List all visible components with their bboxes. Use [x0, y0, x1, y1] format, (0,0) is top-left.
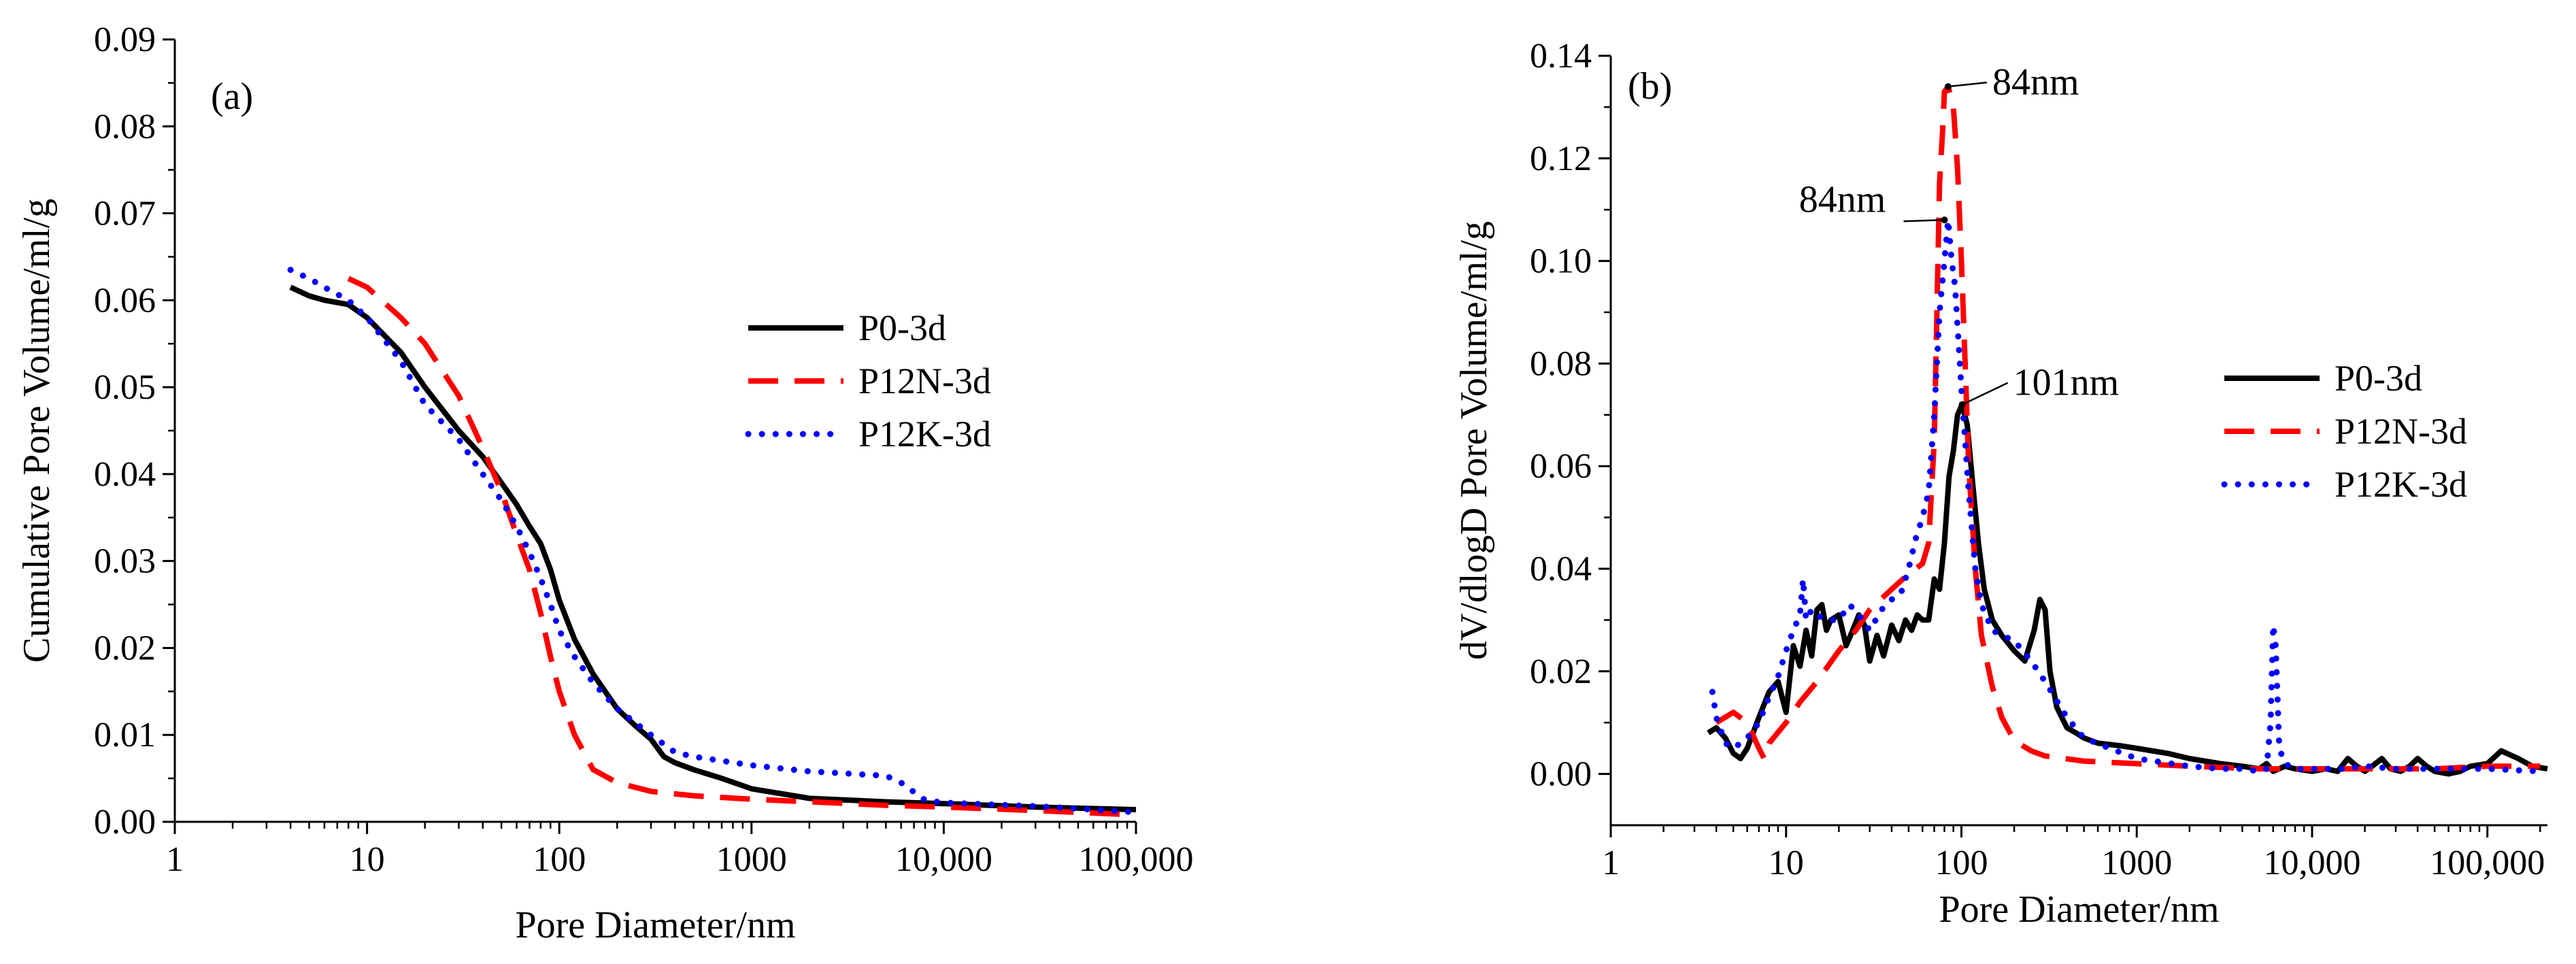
annotation-label: 101nm [2013, 362, 2120, 404]
legend-label: P12N-3d [858, 361, 991, 401]
legend: P0-3d P12N-3d P12K-3d [745, 308, 991, 454]
y-tick-label: 0.14 [1530, 37, 1592, 76]
x-tick-label: 100,000 [1079, 840, 1194, 879]
y-tick-label: 0.05 [94, 368, 156, 407]
x-tick-label: 100 [1935, 844, 1988, 882]
x-tick-label: 1000 [716, 840, 787, 879]
y-tick-label: 0.04 [94, 455, 156, 494]
y-tick-label: 0.04 [1530, 550, 1592, 588]
y-tick-label: 0.08 [1530, 344, 1592, 383]
y-tick-label: 0.10 [1530, 242, 1592, 281]
y-tick-label: 0.07 [94, 195, 156, 233]
y-tick-label: 0.06 [94, 281, 156, 320]
x-tick-label: 1000 [2101, 844, 2172, 882]
x-tick-label: 10 [350, 840, 385, 879]
annotation-pointer [1947, 81, 1988, 88]
x-tick-label: 1 [1602, 844, 1620, 882]
annotation-pointer [1962, 382, 2009, 405]
y-tick-label: 0.00 [94, 803, 156, 842]
series-line-p12k-3d [1709, 216, 2543, 775]
y-axis-label: Cumulative Pore Volume/ml/g [16, 199, 58, 663]
x-tick-label: 10,000 [2263, 844, 2360, 882]
x-axis-label: Pore Diameter/nm [515, 904, 795, 946]
y-tick-label: 0.09 [94, 20, 156, 59]
y-tick-label: 0.08 [94, 107, 156, 146]
annotation-arrowhead [1958, 401, 1966, 408]
series-line-p12n-3d [1715, 84, 2541, 772]
y-tick-label: 0.12 [1530, 139, 1592, 178]
annotation-arrowhead [1944, 83, 1952, 90]
y-tick-label: 0.02 [1530, 652, 1592, 691]
annotation-arrowhead [1941, 216, 1948, 224]
legend-label: P12K-3d [2335, 464, 2467, 505]
annotation-label: 84nm [1799, 178, 1886, 220]
panel-label: (a) [211, 76, 253, 118]
y-tick-label: 0.02 [94, 629, 156, 667]
panel-b-chart: 0.00 0.02 0.04 0.06 0.08 0.10 0.12 0.14 1 10 100 10… [1453, 37, 2548, 931]
annotation-label: 84nm [1992, 61, 2079, 103]
series-line-p12k-3d [287, 267, 1139, 816]
x-axis-label: Pore Diameter/nm [1939, 888, 2219, 931]
series-line-p12n-3d [347, 276, 1137, 818]
y-tick-label: 0.00 [1530, 755, 1592, 794]
legend-label: P12K-3d [858, 414, 991, 454]
x-tick-label: 100 [533, 840, 586, 879]
y-axis-label: dV/dlogD Pore Volume/ml/g [1453, 221, 1495, 660]
legend-label: P12N-3d [2335, 411, 2467, 452]
x-tick-label: 100,000 [2430, 844, 2545, 882]
legend-label: P0-3d [2335, 358, 2422, 399]
series-line-p0-3d [289, 284, 1137, 813]
y-tick-label: 0.03 [94, 542, 156, 581]
annotation-pointer [1903, 219, 1945, 222]
panel-label: (b) [1628, 65, 1672, 107]
y-tick-label: 0.01 [94, 716, 156, 754]
x-tick-label: 10 [1769, 844, 1804, 882]
x-tick-label: 10,000 [895, 840, 992, 879]
legend: P0-3d P12N-3d P12K-3d [2221, 358, 2467, 505]
y-tick-label: 0.06 [1530, 447, 1592, 486]
panel-a-chart: 0.00 0.01 0.02 0.03 0.04 0.05 0.06 0.07 0.08 0.09… [16, 20, 1194, 946]
legend-label: P0-3d [858, 308, 946, 348]
series-line-p0-3d [1707, 401, 2548, 777]
x-tick-label: 1 [166, 840, 184, 879]
